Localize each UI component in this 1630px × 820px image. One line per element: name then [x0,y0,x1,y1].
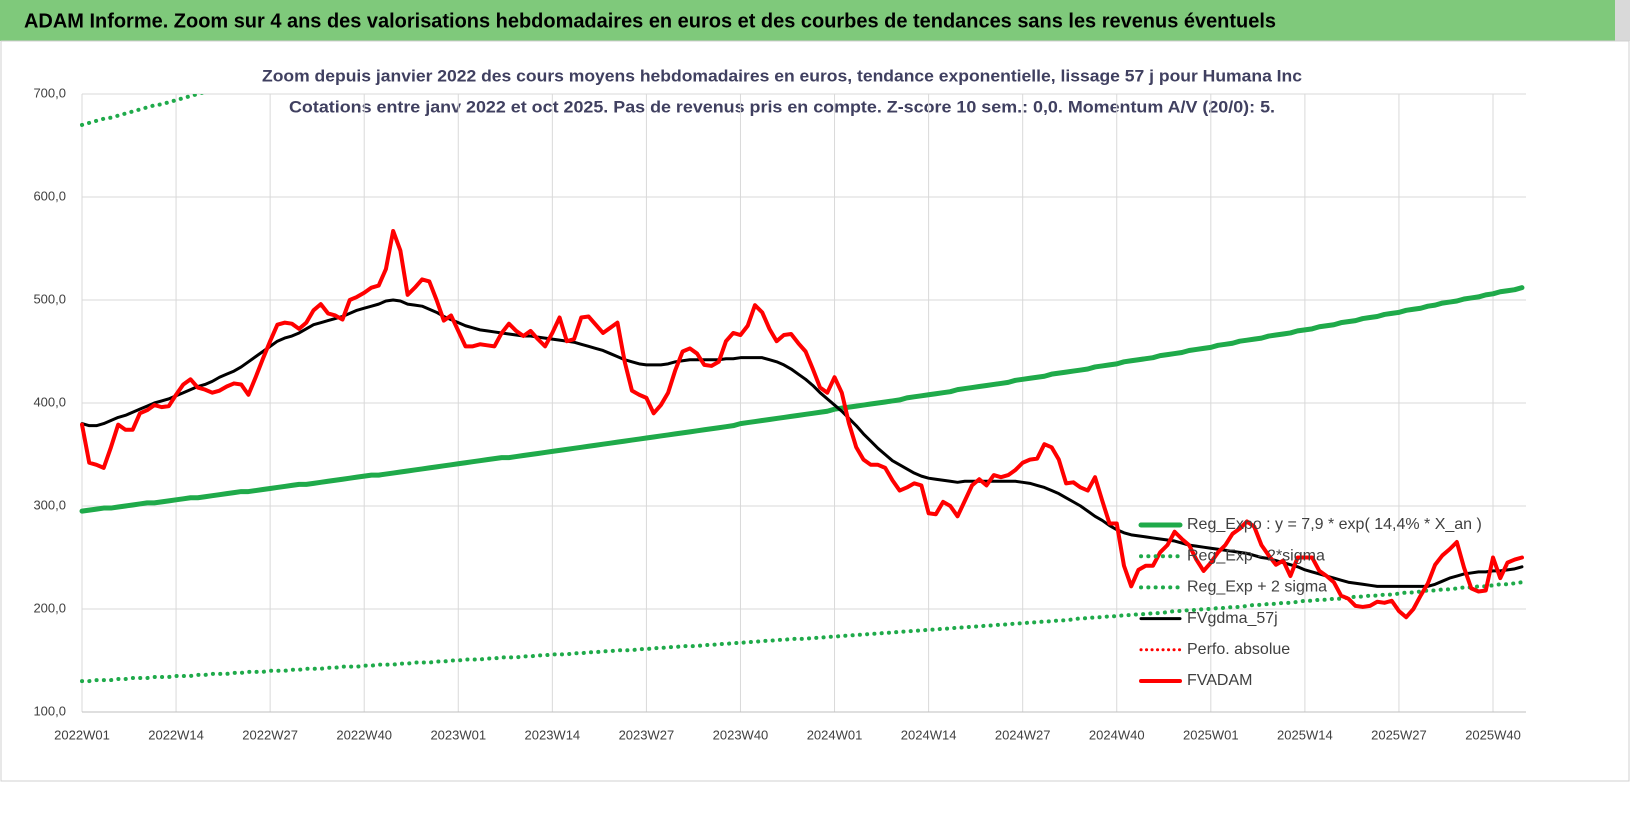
legend-label: Reg_Exp - 2*sigma [1187,547,1325,564]
y-tick-label: 500,0 [33,291,66,306]
series-line [80,228,1524,620]
y-tick-label: 600,0 [33,188,66,203]
x-tick-label: 2022W40 [336,727,392,742]
x-tick-label: 2025W01 [1183,727,1239,742]
legend-label: FVgdma_57j [1187,610,1278,627]
y-tick-label: 100,0 [33,703,66,718]
x-tick-label: 2023W27 [619,727,675,742]
chart-title: ADAM Informe. Zoom sur 4 ans des valoris… [24,10,1276,32]
chart-subtitle: Cotations entre janv 2022 et oct 2025. P… [289,97,1275,116]
x-tick-label: 2022W27 [242,727,298,742]
series-line [80,580,1524,684]
x-tick-label: 2024W40 [1089,727,1145,742]
y-tick-label: 700,0 [33,85,66,100]
plot-area [79,94,1525,684]
legend-label: FVADAM [1187,672,1252,689]
legend-label: Reg_Exp + 2 sigma [1187,579,1327,596]
x-tick-label: 2024W27 [995,727,1051,742]
series-line [79,285,1525,514]
x-tick-label: 2023W14 [525,727,581,742]
title-bar-edge [1615,0,1630,41]
y-tick-label: 300,0 [33,497,66,512]
x-tick-label: 2025W14 [1277,727,1333,742]
legend-label: Perfo. absolue [1187,641,1290,658]
chart-subtitle: Zoom depuis janvier 2022 des cours moyen… [262,66,1302,85]
x-tick-label: 2022W01 [54,727,110,742]
x-tick-label: 2023W01 [430,727,486,742]
x-tick-label: 2025W40 [1465,727,1521,742]
x-tick-label: 2023W40 [713,727,769,742]
legend-label: Reg_Expo : y = 7,9 * exp( 14,4% * X_an ) [1187,516,1482,533]
x-tick-label: 2025W27 [1371,727,1427,742]
chart-frame [0,40,1630,782]
y-tick-label: 200,0 [33,600,66,615]
x-tick-label: 2024W01 [807,727,863,742]
x-tick-label: 2024W14 [901,727,957,742]
title-bar [0,0,1615,41]
x-tick-label: 2022W14 [148,727,204,742]
y-tick-label: 400,0 [33,394,66,409]
